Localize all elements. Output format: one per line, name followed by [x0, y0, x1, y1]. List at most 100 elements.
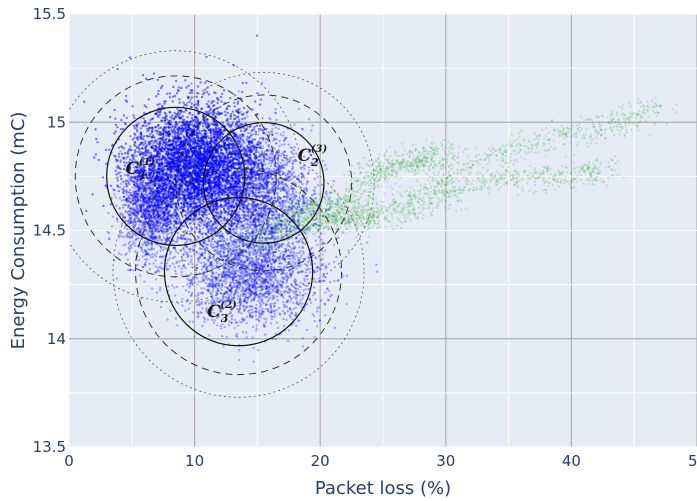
green-point: [364, 171, 367, 174]
green-point: [307, 207, 310, 210]
blue-point: [163, 116, 166, 120]
green-point: [437, 171, 440, 174]
green-point: [464, 147, 467, 150]
green-point: [345, 195, 348, 198]
green-point: [413, 195, 416, 199]
green-point: [640, 115, 643, 118]
green-point: [513, 139, 516, 142]
green-point: [411, 197, 414, 200]
green-point: [612, 117, 615, 121]
green-point: [402, 203, 405, 206]
green-point: [456, 188, 460, 191]
green-point: [460, 168, 463, 171]
green-point: [479, 172, 482, 175]
green-point: [354, 199, 357, 202]
green-point: [447, 165, 451, 169]
green-point: [284, 221, 287, 224]
green-point: [379, 209, 383, 212]
green-point: [651, 100, 654, 103]
green-point: [441, 148, 444, 151]
green-point: [568, 131, 571, 134]
green-point: [244, 264, 247, 267]
green-point: [401, 142, 404, 145]
green-point: [566, 131, 569, 134]
green-point: [487, 192, 491, 195]
green-point: [488, 147, 491, 150]
green-point: [428, 168, 431, 171]
green-point: [457, 171, 460, 174]
green-point: [355, 220, 359, 223]
green-point: [397, 204, 401, 207]
blue-point: [182, 253, 185, 256]
green-point: [238, 245, 241, 248]
green-point: [654, 122, 657, 126]
green-point: [603, 132, 607, 135]
green-point: [354, 194, 357, 198]
green-point: [526, 174, 529, 177]
green-point: [397, 203, 400, 206]
green-point: [575, 144, 579, 147]
green-point: [362, 183, 365, 186]
green-point: [399, 202, 402, 205]
green-point: [405, 202, 408, 205]
green-point: [427, 168, 430, 171]
green-point: [585, 127, 588, 130]
green-point: [612, 118, 615, 121]
green-point: [372, 213, 375, 216]
green-point: [352, 187, 355, 190]
blue-point: [133, 141, 136, 144]
green-point: [624, 125, 628, 128]
green-point: [289, 214, 292, 217]
green-point: [466, 148, 469, 151]
green-point: [377, 219, 381, 223]
blue-point: [149, 132, 152, 136]
green-point: [384, 225, 387, 228]
green-point: [343, 224, 347, 227]
green-point: [563, 137, 566, 140]
green-point: [484, 158, 487, 162]
green-point: [572, 161, 576, 164]
green-point: [314, 231, 318, 234]
green-point: [452, 147, 455, 151]
green-point: [306, 216, 309, 219]
green-point: [394, 210, 397, 213]
green-point: [537, 141, 540, 144]
green-point: [600, 128, 603, 131]
green-point: [404, 206, 408, 209]
green-point: [463, 186, 466, 189]
blue-point: [204, 81, 207, 84]
green-point: [259, 240, 262, 243]
green-point: [359, 224, 362, 227]
green-point: [413, 209, 416, 212]
green-point: [545, 134, 548, 137]
green-point: [527, 178, 530, 181]
green-point: [323, 219, 326, 222]
blue-point: [174, 79, 178, 83]
green-point: [378, 212, 381, 215]
blue-point: [158, 145, 161, 148]
green-point: [318, 225, 321, 228]
green-point: [429, 190, 432, 193]
green-point: [367, 194, 370, 197]
green-point: [593, 177, 597, 180]
green-point: [413, 194, 416, 197]
green-point: [433, 151, 436, 154]
green-point: [357, 198, 360, 201]
green-point: [529, 171, 532, 175]
green-point: [528, 189, 531, 192]
blue-point: [144, 77, 148, 81]
green-point: [464, 168, 467, 171]
green-point: [451, 157, 454, 160]
green-point: [414, 143, 417, 146]
green-point: [255, 231, 258, 234]
green-point: [498, 174, 501, 177]
green-point: [542, 177, 545, 181]
green-point: [436, 174, 440, 177]
blue-point: [166, 92, 169, 96]
green-point: [448, 164, 451, 167]
green-point: [334, 227, 338, 230]
green-point: [465, 180, 468, 183]
green-point: [289, 227, 292, 230]
green-point: [626, 117, 629, 120]
green-point: [478, 179, 481, 182]
